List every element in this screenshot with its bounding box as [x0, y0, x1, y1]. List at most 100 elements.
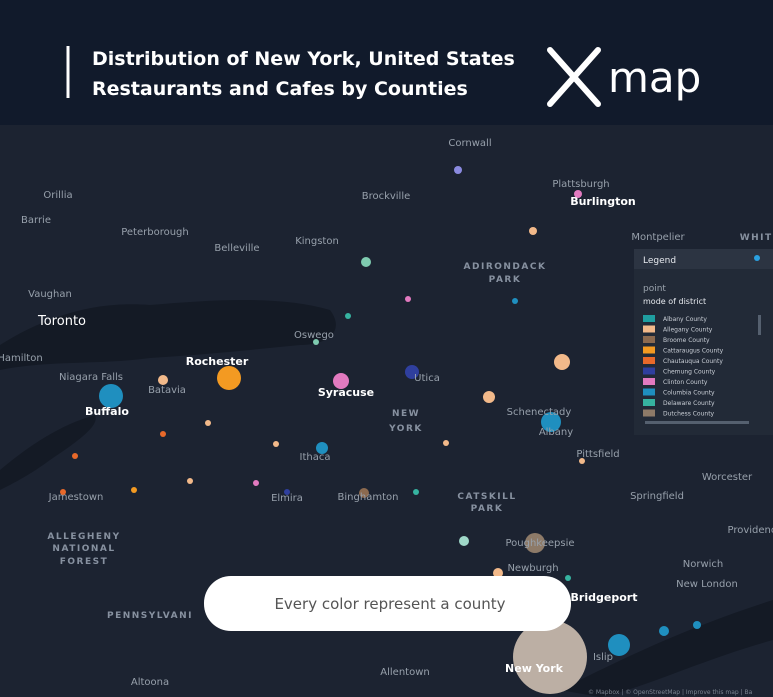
place-label: Burlington — [570, 195, 636, 208]
map-labels: Cornwall Orillia Brockville Plattsburgh … — [0, 138, 773, 688]
legend-label: Broome County — [663, 337, 710, 344]
point — [99, 384, 123, 408]
legend-header — [634, 249, 773, 269]
scrollbar[interactable] — [645, 421, 749, 424]
point — [253, 480, 259, 486]
place-label: Schenectady — [507, 407, 572, 418]
legend-swatch — [643, 388, 655, 396]
point — [493, 568, 503, 578]
place-label: Niagara Falls — [59, 372, 123, 383]
place-label: Plattsburgh — [552, 179, 609, 190]
caption: Every color represent a county — [274, 595, 505, 613]
place-label: Barrie — [21, 215, 51, 226]
legend-panel — [634, 249, 773, 435]
place-label: Brockville — [362, 191, 411, 202]
long-island-sound — [560, 600, 773, 697]
place-label: Utica — [414, 373, 440, 384]
region-label: NEW — [392, 409, 420, 419]
region-label: NATIONAL — [52, 544, 115, 554]
lake-ontario — [0, 300, 336, 370]
point — [413, 489, 419, 495]
legend-label: Chemung County — [663, 369, 716, 376]
point — [273, 441, 279, 447]
point — [459, 536, 469, 546]
legend-swatch — [643, 399, 655, 406]
lake-erie — [0, 415, 96, 490]
point — [659, 626, 669, 636]
pin-icon[interactable] — [754, 255, 760, 261]
legend-field: mode of district — [643, 297, 706, 306]
point — [131, 487, 137, 493]
place-label: Orillia — [43, 190, 72, 201]
point — [333, 373, 349, 389]
point — [205, 420, 211, 426]
place-label: Batavia — [148, 385, 186, 396]
legend-label: Allegany County — [663, 327, 713, 334]
place-label: Pittsfield — [576, 449, 619, 460]
place-label: Poughkeepsie — [505, 538, 574, 549]
legend-label: Chautauqua County — [663, 358, 723, 365]
place-label: Belleville — [214, 243, 259, 254]
place-label: Binghamton — [338, 492, 399, 503]
place-label: Allentown — [380, 667, 429, 678]
region-label: CATSKILL — [457, 492, 516, 502]
point — [405, 296, 411, 302]
point — [160, 431, 166, 437]
point — [345, 313, 351, 319]
region-label: YORK — [388, 424, 423, 434]
legend-label: Dutchess County — [663, 411, 715, 418]
region-label: ALLEGHENY — [47, 532, 120, 542]
place-label: Ithaca — [300, 452, 331, 463]
legend-swatch — [643, 357, 655, 364]
place-label: Islip — [593, 652, 613, 663]
logo-icon — [547, 47, 601, 107]
logo: map — [608, 53, 701, 102]
legend: Legend point mode of district Albany Cou… — [634, 249, 773, 435]
legend-swatch — [643, 409, 655, 417]
region-label: PARK — [471, 504, 504, 514]
attribution: © Mapbox | © OpenStreetMap | Improve thi… — [588, 689, 753, 696]
place-label: New London — [676, 579, 738, 590]
point — [72, 453, 78, 459]
place-label: Oswego — [294, 330, 334, 341]
place-label: Altoona — [131, 677, 169, 688]
place-label: Toronto — [37, 314, 86, 329]
point — [361, 257, 371, 267]
point — [513, 620, 587, 694]
legend-swatch — [643, 378, 655, 385]
region-label: PENNSYLVANI — [107, 611, 193, 621]
point — [483, 391, 495, 403]
place-label: Bridgeport — [571, 591, 638, 604]
region-label: ADIRONDACK — [464, 262, 547, 272]
place-label: Peterborough — [121, 227, 189, 238]
place-label: Newburgh — [507, 563, 558, 574]
point — [217, 366, 241, 390]
point — [574, 190, 582, 198]
place-label: Rochester — [186, 355, 249, 368]
points — [60, 166, 701, 694]
place-label: Vaughan — [28, 289, 72, 300]
point — [525, 533, 545, 553]
point — [554, 354, 570, 370]
legend-swatch — [643, 336, 655, 343]
place-label: Albany — [539, 427, 573, 438]
scrollbar[interactable] — [758, 315, 761, 335]
legend-swatch — [643, 346, 655, 354]
point — [512, 298, 518, 304]
point — [541, 412, 561, 432]
region-label: WHITE — [740, 233, 773, 243]
point — [359, 488, 369, 498]
place-label: Kingston — [295, 236, 339, 247]
point — [579, 458, 585, 464]
point — [284, 489, 290, 495]
place-label: Montpelier — [631, 232, 685, 243]
point — [316, 442, 328, 454]
legend-label: Clinton County — [663, 379, 708, 386]
place-label: Elmira — [271, 493, 303, 504]
place-label: Jamestown — [48, 492, 104, 503]
legend-label: Cattaraugus County — [663, 348, 724, 355]
place-label: Hamilton — [0, 353, 43, 364]
legend-swatch — [643, 315, 655, 322]
place-label: Cornwall — [448, 138, 491, 149]
place-label: Springfield — [630, 491, 684, 502]
